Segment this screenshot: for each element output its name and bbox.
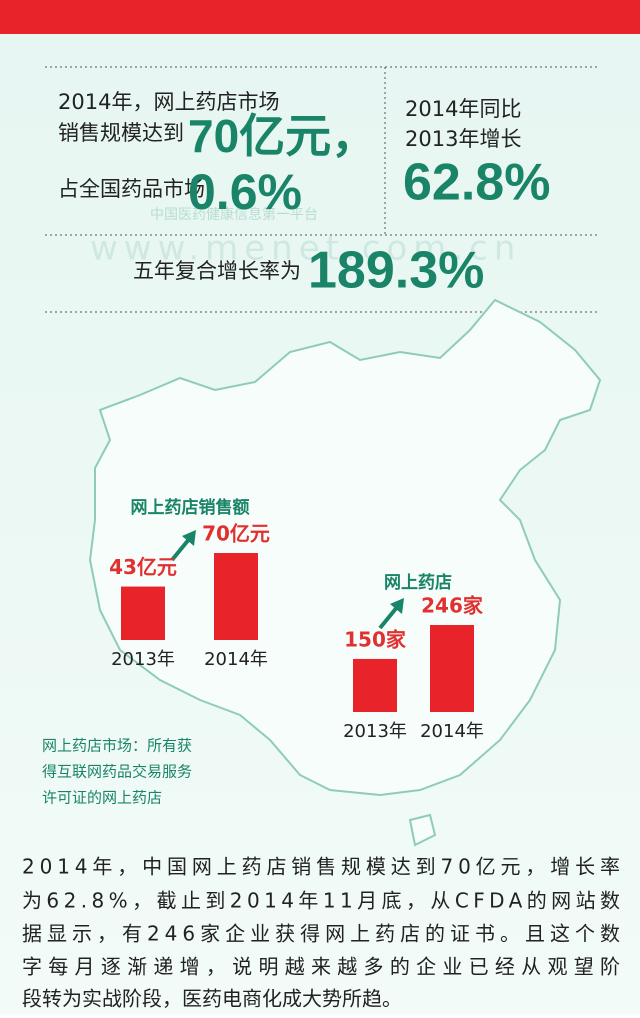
cagr-rate: 189.3% [308, 242, 484, 300]
market-size: 70亿元， [188, 110, 377, 162]
value-label: 70亿元 [202, 522, 270, 546]
category-label: 2014年 [420, 721, 484, 742]
chart-title: 网上药店 [384, 572, 452, 593]
category-label: 2013年 [343, 721, 407, 742]
watermark: www.menet.com.cn [90, 229, 521, 269]
paragraph-line: 2014年，中国网上药店销售规模达到70亿元，增长率 [22, 855, 620, 879]
arrow-head [182, 530, 196, 546]
growth-rate: 62.8% [403, 154, 550, 212]
growth-line: 2014年同比 [405, 97, 521, 121]
note-line: 网上药店市场：所有获 [42, 737, 192, 755]
category-label: 2014年 [204, 649, 268, 670]
arrow [170, 536, 192, 562]
value-label: 43亿元 [109, 555, 177, 579]
header-line: 2014年，网上药店市场 [58, 90, 279, 114]
header-line: 销售规模达到 [58, 121, 184, 145]
watermark: 中国医药健康信息第一平台 [150, 206, 318, 223]
paragraph-line: 字每月逐渐递增，说明越来越多的企业已经从观望阶 [22, 955, 620, 979]
bar [430, 625, 474, 712]
map-island [408, 813, 437, 847]
top-banner [0, 0, 640, 34]
cagr-label: 五年复合增长率为 [133, 259, 301, 283]
chart-title: 网上药店销售额 [131, 497, 250, 518]
bar [353, 658, 397, 712]
market-share: 0.6% [188, 164, 302, 220]
note-line: 得互联网药品交易服务 [42, 763, 192, 781]
arrow [378, 604, 400, 630]
value-label: 150家 [344, 627, 407, 651]
bar [214, 553, 258, 640]
header-line: 占全国药品市场 [58, 177, 205, 201]
growth-line: 2013年增长 [405, 127, 521, 151]
note-line: 许可证的网上药店 [42, 789, 162, 807]
bar [121, 586, 165, 640]
arrow-head [390, 598, 404, 614]
paragraph-line: 段转为实战阶段，医药电商化成大势所趋。 [22, 987, 402, 1011]
value-label: 246家 [421, 594, 484, 618]
category-label: 2013年 [111, 649, 175, 670]
